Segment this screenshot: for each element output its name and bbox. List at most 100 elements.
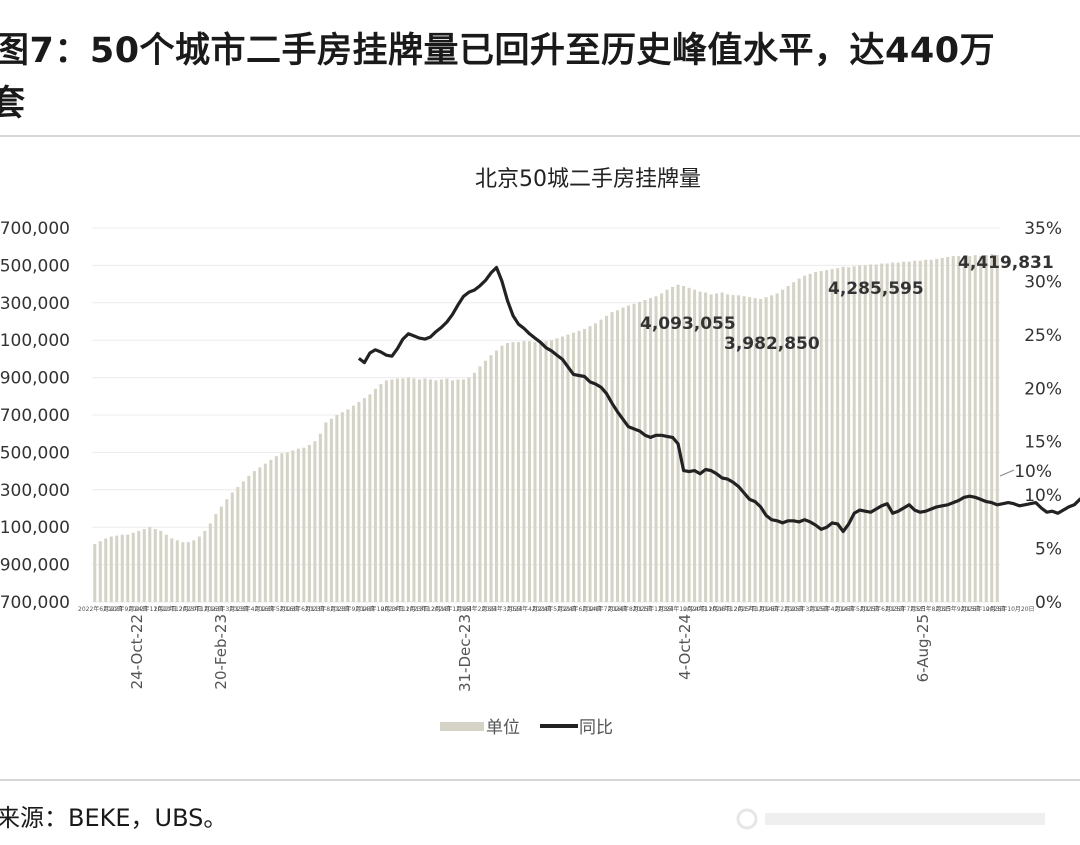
y-tick-label: 2,500,000	[0, 256, 70, 276]
bar	[489, 355, 493, 602]
x-tick-label: 2024年11月15日	[683, 605, 732, 613]
bar	[610, 312, 614, 602]
y2-tick-label: 15%	[1024, 433, 1062, 453]
bar	[280, 453, 284, 602]
bar	[753, 298, 757, 603]
x-tick-label: 2023年10月14日	[355, 605, 404, 613]
bar	[511, 342, 515, 602]
x-tick-label: 2024年5月21日	[532, 605, 577, 613]
x-tick-label: 2023年8月13日	[305, 605, 350, 613]
bar	[318, 433, 322, 602]
figure-title-line1: 图7：50个城市二手房挂牌量已回升至历史峰值水平，达440万	[0, 31, 996, 71]
bar	[230, 492, 234, 602]
bar	[549, 340, 554, 602]
x-tick-label: 2025年10月3日	[961, 605, 1006, 613]
bar	[291, 450, 295, 602]
x-tick-label: 2025年5月11日	[835, 605, 880, 613]
x-rotated-label: 6-Aug-25	[914, 614, 932, 682]
bar	[973, 255, 977, 602]
bar	[533, 342, 537, 602]
bar	[164, 534, 168, 602]
bar	[362, 398, 366, 602]
bar	[682, 285, 686, 602]
bar	[340, 412, 344, 602]
bar	[814, 271, 818, 602]
bar	[885, 263, 889, 602]
bar	[715, 293, 719, 602]
x-tick-label: 2024年2月3日	[456, 605, 497, 613]
bar	[968, 256, 972, 602]
legend-label-bar: 单位	[486, 718, 520, 738]
x-tick-label: 2025年10月20日	[986, 605, 1035, 613]
bar	[285, 452, 289, 602]
x-tick-label: 2025年9月15日	[936, 605, 981, 613]
bar	[351, 405, 355, 602]
watermark-logo	[736, 808, 1045, 830]
bar	[544, 341, 548, 602]
x-tick-label: 2022年11月21日	[128, 605, 177, 613]
x-tick-label: 2024年4月21日	[507, 605, 552, 613]
bar	[896, 262, 900, 602]
legend-swatch-bar	[440, 722, 484, 731]
bar	[197, 536, 201, 602]
y2-tick-label: 35%	[1024, 219, 1062, 239]
bar	[434, 380, 438, 602]
x-tick-label: 2023年4月16日	[229, 605, 274, 613]
x-tick-label: 2025年2月20日	[759, 605, 804, 613]
bar	[494, 350, 498, 602]
bar	[891, 262, 895, 602]
bar	[748, 297, 752, 602]
listing-volume-chart: 北京50城二手房挂牌量 2,700,0002,500,0002,300,0002…	[0, 167, 1080, 738]
bottom-divider	[0, 779, 1080, 781]
bar-series	[93, 254, 999, 603]
x-tick-label: 2023年1月16日	[179, 605, 224, 613]
bar	[104, 538, 108, 602]
bar	[770, 295, 774, 602]
bar	[478, 366, 482, 602]
bar	[858, 265, 862, 602]
bar	[186, 542, 190, 602]
bar	[665, 289, 669, 602]
x-tick-label: 2024年7月16日	[582, 605, 627, 613]
bar	[577, 330, 581, 602]
bar	[594, 323, 598, 602]
x-tick-label: 2024年8月11日	[608, 605, 653, 613]
y2-tick-label: 10%	[1024, 486, 1062, 506]
bar	[940, 257, 944, 602]
figure-heading: 图7：50个城市二手房挂牌量已回升至历史峰值水平，达440万 套	[0, 0, 1080, 124]
bar	[764, 297, 768, 602]
value-annotation: 4,419,831	[958, 253, 1054, 273]
bar	[555, 338, 559, 602]
bar	[379, 384, 383, 602]
bar	[781, 289, 785, 602]
bar	[759, 299, 763, 602]
bar	[142, 529, 146, 602]
bar	[461, 379, 465, 602]
bar	[153, 529, 157, 602]
bar	[929, 259, 933, 602]
bar	[649, 298, 653, 603]
x-tick-label: 2023年3月13日	[204, 605, 249, 613]
bar	[775, 293, 779, 602]
bar	[192, 540, 196, 602]
x-tick-label: 2025年1月3日	[633, 605, 674, 613]
chart-legend: 单位 同比	[440, 718, 613, 738]
bar	[731, 295, 735, 602]
bar	[605, 315, 609, 602]
bar	[456, 379, 460, 602]
x-tick-label: 2024年6月14日	[557, 605, 602, 613]
bar	[263, 463, 267, 602]
bar	[627, 305, 631, 602]
bar	[109, 536, 113, 602]
bar	[170, 538, 174, 602]
x-tick-label: 2024年12月17日	[709, 605, 758, 613]
yoy-line	[357, 265, 1080, 534]
value-annotation: 4,285,595	[828, 279, 924, 299]
bar	[274, 456, 278, 602]
bar	[660, 293, 664, 602]
y-tick-label: 1,900,000	[0, 369, 70, 389]
bar	[181, 542, 185, 602]
bar	[643, 300, 647, 602]
left-axis: 2,700,000 2,500,000 2,300,000 2,100,000 1,90…	[0, 219, 70, 613]
